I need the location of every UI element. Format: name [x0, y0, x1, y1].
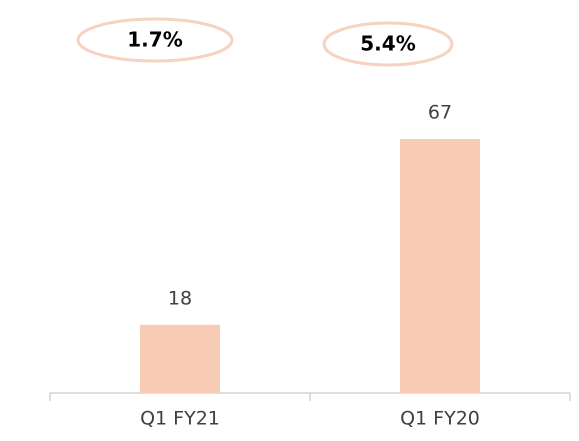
annotation-oval [322, 21, 454, 67]
value-label: 67 [428, 102, 452, 124]
annotation-oval [76, 17, 234, 63]
bar [140, 324, 220, 393]
x-tick-label: Q1 FY20 [400, 408, 480, 430]
x-tick-label: Q1 FY21 [140, 408, 220, 430]
annotation: 1.7% [127, 28, 182, 52]
bar [400, 139, 480, 393]
annotation: 5.4% [360, 32, 415, 56]
value-label: 18 [168, 287, 192, 309]
